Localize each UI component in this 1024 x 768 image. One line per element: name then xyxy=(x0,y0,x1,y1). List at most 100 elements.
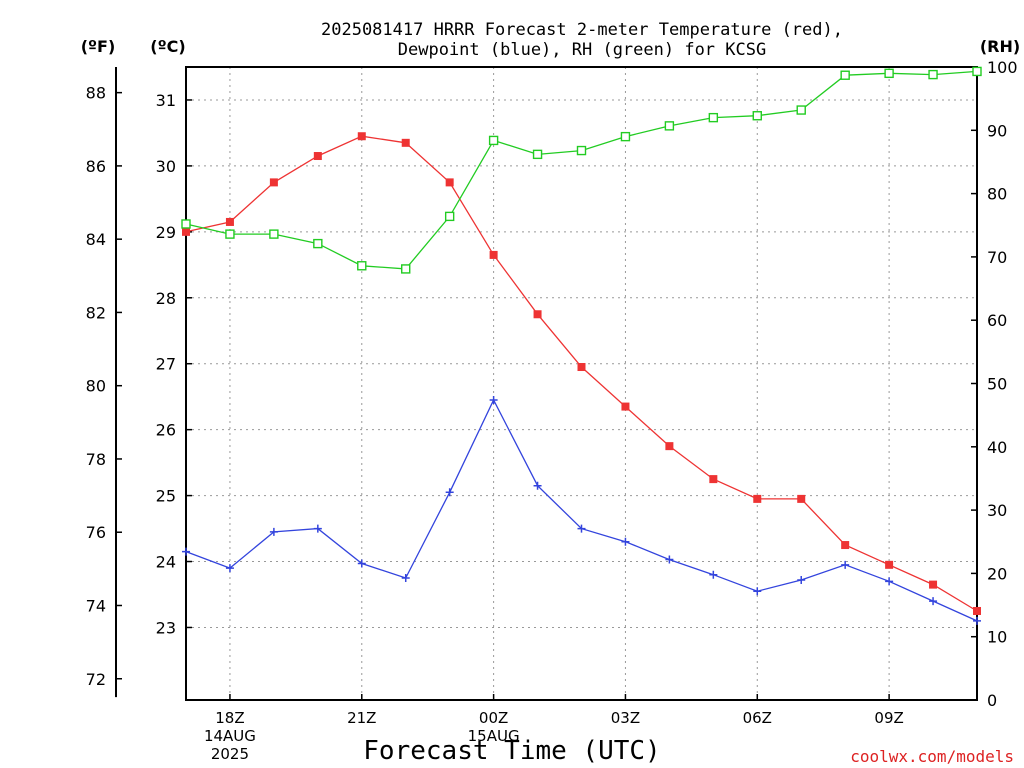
fahrenheit-tick-label: 74 xyxy=(86,596,106,615)
temperature-point xyxy=(445,178,454,187)
dewpoint-point xyxy=(269,527,278,536)
temperature-point xyxy=(225,217,234,226)
rh-point xyxy=(796,105,806,115)
rh-point xyxy=(313,238,323,249)
rh-point xyxy=(488,135,499,146)
x-tick-label: 00Z xyxy=(479,709,508,727)
temperature-line xyxy=(185,135,978,612)
rh-tick-label: 0 xyxy=(987,691,997,710)
chart-title-line-2: Dewpoint (blue), RH (green) for KCSG xyxy=(398,40,766,60)
rh-tick-label: 80 xyxy=(987,185,1007,204)
temperature-point xyxy=(357,132,366,141)
x-tick-label: 15AUG xyxy=(468,727,520,745)
rh-point xyxy=(576,145,587,156)
x-tick-label: 06Z xyxy=(743,709,772,727)
rh-tick-label: 100 xyxy=(987,58,1018,77)
rh-point xyxy=(225,229,235,239)
celsius-tick-label: 26 xyxy=(156,421,176,440)
fahrenheit-tick-label: 84 xyxy=(86,230,106,249)
rh-series xyxy=(181,66,982,274)
temperature-point xyxy=(841,541,850,550)
rh-point xyxy=(928,69,938,80)
dewpoint-point xyxy=(357,559,366,568)
axes xyxy=(115,66,978,701)
temperature-point xyxy=(489,250,498,259)
dewpoint-point xyxy=(225,564,234,573)
rh-axis-unit: (RH) xyxy=(980,37,1020,56)
temperature-point xyxy=(797,494,806,503)
temperature-point xyxy=(182,227,190,236)
rh-tick-label: 60 xyxy=(987,311,1007,330)
dewpoint-point xyxy=(973,616,981,625)
celsius-tick-label: 23 xyxy=(156,618,176,637)
dewpoint-series xyxy=(182,395,981,625)
fahrenheit-tick-label: 88 xyxy=(86,84,106,103)
rh-tick-label: 10 xyxy=(987,628,1007,647)
x-tick-label: 03Z xyxy=(611,709,640,727)
celsius-tick-label: 29 xyxy=(156,223,176,242)
temperature-point xyxy=(709,475,718,484)
plot-frame xyxy=(185,66,978,701)
rh-point xyxy=(532,149,543,160)
temperature-point xyxy=(269,178,278,187)
dewpoint-point xyxy=(489,395,498,404)
dewpoint-point xyxy=(445,488,454,497)
rh-tick-label: 90 xyxy=(987,121,1007,140)
rh-line xyxy=(185,70,978,270)
rh-point xyxy=(972,66,982,77)
dewpoint-point xyxy=(533,481,542,490)
fahrenheit-tick-label: 82 xyxy=(86,303,106,322)
site-credit: coolwx.com/models xyxy=(850,747,1014,766)
dewpoint-point xyxy=(797,575,806,584)
celsius-tick-label: 27 xyxy=(156,355,176,374)
dewpoint-point xyxy=(665,555,674,564)
dewpoint-point xyxy=(885,577,894,586)
rh-point xyxy=(181,219,191,229)
temperature-point xyxy=(973,606,981,615)
temperature-point xyxy=(621,402,630,411)
rh-point xyxy=(840,70,850,80)
x-tick-label: 21Z xyxy=(347,709,376,727)
chart-title-line-1: 2025081417 HRRR Forecast 2-meter Tempera… xyxy=(321,20,843,40)
rh-point xyxy=(444,211,455,222)
rh-point xyxy=(664,121,675,131)
rh-tick-label: 50 xyxy=(987,375,1007,394)
grid-lines xyxy=(186,67,977,700)
rh-tick-label: 70 xyxy=(987,248,1007,267)
temperature-point xyxy=(929,580,938,589)
dewpoint-point xyxy=(621,537,630,546)
dewpoint-point xyxy=(753,587,762,596)
celsius-tick-label: 31 xyxy=(156,91,176,110)
fahrenheit-tick-label: 86 xyxy=(86,157,106,176)
fahrenheit-tick-label: 78 xyxy=(86,450,106,469)
rh-point xyxy=(884,68,894,79)
dewpoint-point xyxy=(577,524,586,533)
rh-tick-label: 20 xyxy=(987,564,1007,583)
fahrenheit-tick-label: 76 xyxy=(86,523,106,542)
rh-point xyxy=(620,131,631,142)
rh-point xyxy=(401,264,411,274)
celsius-tick-label: 30 xyxy=(156,157,176,176)
rh-point xyxy=(357,261,367,271)
temperature-point xyxy=(577,363,586,372)
celsius-tick-label: 28 xyxy=(156,289,176,308)
celsius-tick-label: 25 xyxy=(156,487,176,506)
temperature-point xyxy=(401,138,410,147)
celsius-tick-label: 24 xyxy=(156,553,176,572)
x-tick-label: 14AUG xyxy=(204,727,256,745)
temperature-point xyxy=(885,560,894,569)
rh-tick-label: 40 xyxy=(987,438,1007,457)
x-axis-title: Forecast Time (UTC) xyxy=(363,736,660,766)
dewpoint-point xyxy=(841,560,850,569)
x-tick-label: 18Z xyxy=(215,709,244,727)
fahrenheit-tick-label: 80 xyxy=(86,377,106,396)
temperature-point xyxy=(753,494,762,503)
dewpoint-line xyxy=(185,398,978,622)
data-series xyxy=(181,66,982,625)
fahrenheit-tick-label: 72 xyxy=(86,670,106,689)
rh-point xyxy=(752,111,762,121)
dewpoint-point xyxy=(929,597,938,606)
rh-point xyxy=(708,112,719,123)
temperature-series xyxy=(182,132,981,615)
